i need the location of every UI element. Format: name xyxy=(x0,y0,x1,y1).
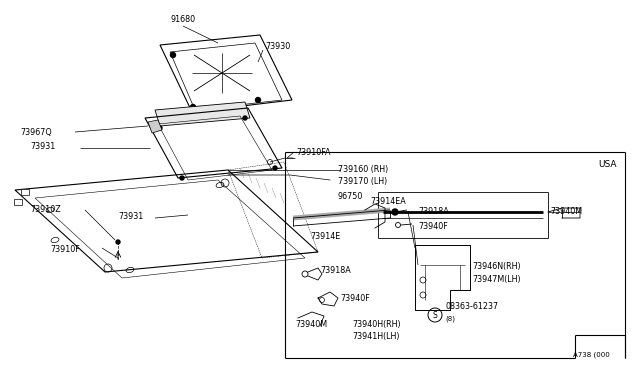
Text: 73940M: 73940M xyxy=(550,207,582,216)
Text: (8): (8) xyxy=(445,315,455,321)
Circle shape xyxy=(243,116,247,120)
Circle shape xyxy=(170,52,175,58)
Text: USA: USA xyxy=(598,160,616,169)
Circle shape xyxy=(158,126,162,130)
Text: 73910FA: 73910FA xyxy=(296,148,330,157)
Text: 73940F: 73940F xyxy=(418,222,448,231)
Text: 73940H(RH): 73940H(RH) xyxy=(352,320,401,329)
Text: 73918A: 73918A xyxy=(320,266,351,275)
Bar xyxy=(14,199,22,205)
Text: 73946N(RH): 73946N(RH) xyxy=(472,262,520,271)
Text: 73940M: 73940M xyxy=(295,320,327,329)
Text: 73918A: 73918A xyxy=(418,207,449,216)
Text: 73947M(LH): 73947M(LH) xyxy=(472,275,520,284)
Text: 73930: 73930 xyxy=(265,42,291,51)
Circle shape xyxy=(392,209,398,215)
Text: 739160 (RH): 739160 (RH) xyxy=(338,165,388,174)
Text: 73931: 73931 xyxy=(30,142,55,151)
Circle shape xyxy=(255,97,260,103)
Circle shape xyxy=(180,176,184,180)
Text: 73931: 73931 xyxy=(118,212,143,221)
Text: 73941H(LH): 73941H(LH) xyxy=(352,332,399,341)
Circle shape xyxy=(191,105,195,109)
Text: 73914EA: 73914EA xyxy=(370,197,406,206)
Text: 73910Z: 73910Z xyxy=(30,205,61,214)
Text: S: S xyxy=(433,311,437,321)
Text: 73967Q: 73967Q xyxy=(20,128,52,137)
Text: 73910F: 73910F xyxy=(50,245,80,254)
Text: 08363-61237: 08363-61237 xyxy=(445,302,498,311)
Circle shape xyxy=(273,166,277,170)
Polygon shape xyxy=(155,102,250,126)
Circle shape xyxy=(116,240,120,244)
Bar xyxy=(21,189,29,195)
Text: 73914E: 73914E xyxy=(310,232,340,241)
Text: 96750: 96750 xyxy=(338,192,364,201)
Polygon shape xyxy=(148,120,162,133)
Text: 91680: 91680 xyxy=(170,15,196,24)
Text: A738 (000: A738 (000 xyxy=(573,352,610,358)
Text: 73940F: 73940F xyxy=(340,294,370,303)
Text: 739170 (LH): 739170 (LH) xyxy=(338,177,387,186)
